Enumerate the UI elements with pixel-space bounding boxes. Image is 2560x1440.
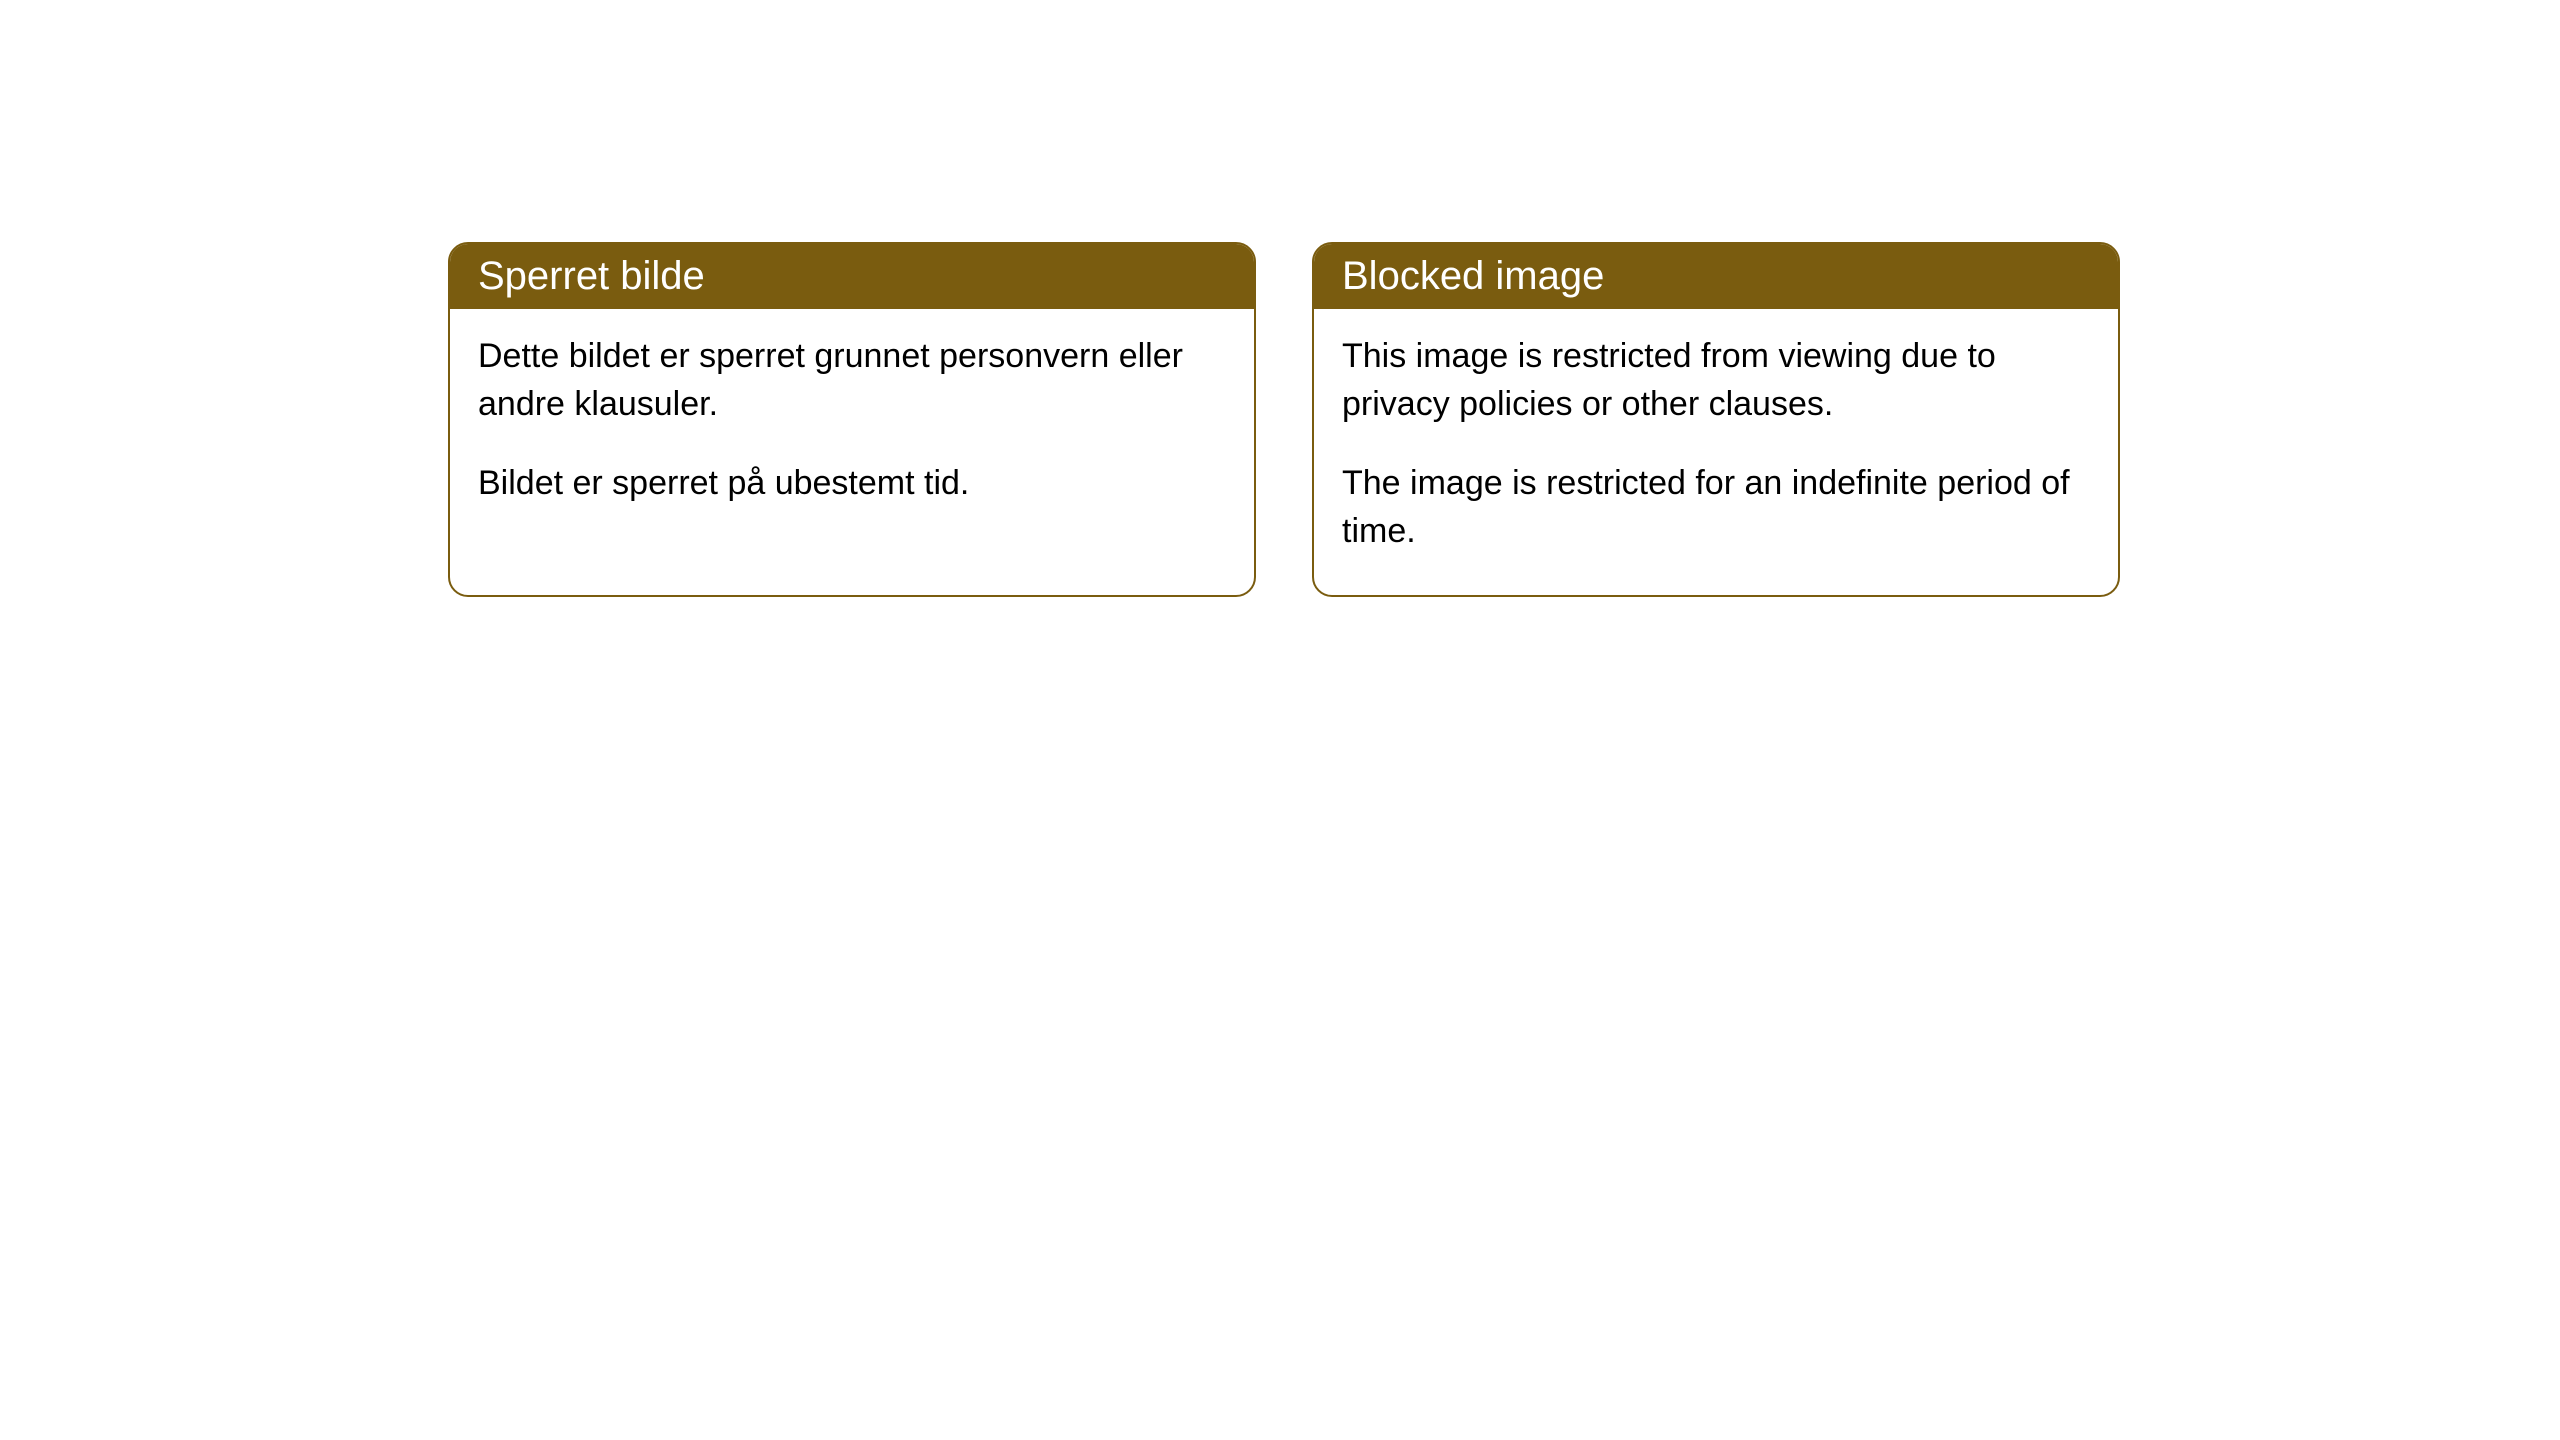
notice-cards-container: Sperret bilde Dette bildet er sperret gr… bbox=[0, 0, 2560, 597]
notice-title-norwegian: Sperret bilde bbox=[478, 254, 705, 298]
notice-card-english: Blocked image This image is restricted f… bbox=[1312, 242, 2120, 597]
notice-paragraph-1-english: This image is restricted from viewing du… bbox=[1342, 333, 2090, 428]
notice-header-norwegian: Sperret bilde bbox=[450, 244, 1254, 309]
notice-body-norwegian: Dette bildet er sperret grunnet personve… bbox=[450, 309, 1254, 548]
notice-title-english: Blocked image bbox=[1342, 254, 1604, 298]
notice-paragraph-1-norwegian: Dette bildet er sperret grunnet personve… bbox=[478, 333, 1226, 428]
notice-paragraph-2-norwegian: Bildet er sperret på ubestemt tid. bbox=[478, 460, 1226, 508]
notice-header-english: Blocked image bbox=[1314, 244, 2118, 309]
notice-card-norwegian: Sperret bilde Dette bildet er sperret gr… bbox=[448, 242, 1256, 597]
notice-body-english: This image is restricted from viewing du… bbox=[1314, 309, 2118, 595]
notice-paragraph-2-english: The image is restricted for an indefinit… bbox=[1342, 460, 2090, 555]
